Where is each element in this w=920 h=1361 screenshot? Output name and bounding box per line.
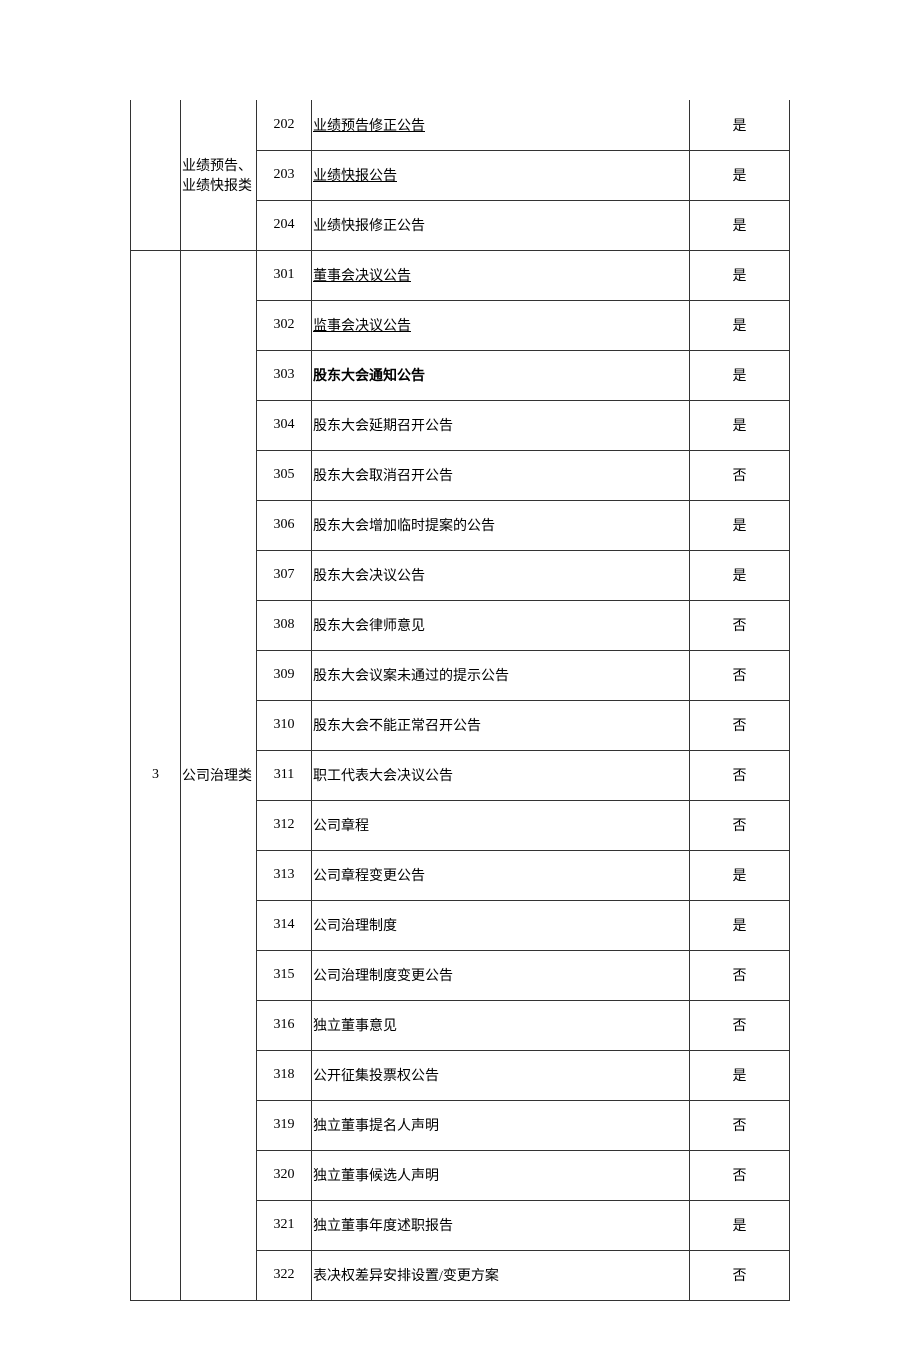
name-cell: 股东大会取消召开公告 — [312, 450, 690, 500]
name-cell: 独立董事提名人声明 — [312, 1100, 690, 1150]
table-row: 业绩预告、业绩快报类202业绩预告修正公告是 — [131, 100, 790, 150]
name-cell: 独立董事意见 — [312, 1000, 690, 1050]
category-number — [131, 100, 181, 250]
code-cell: 311 — [257, 750, 312, 800]
flag-cell: 否 — [690, 1000, 790, 1050]
name-cell: 股东大会不能正常召开公告 — [312, 700, 690, 750]
code-cell: 204 — [257, 200, 312, 250]
flag-cell: 是 — [690, 500, 790, 550]
announcement-table: 业绩预告、业绩快报类202业绩预告修正公告是203业绩快报公告是204业绩快报修… — [130, 100, 790, 1301]
flag-cell: 是 — [690, 900, 790, 950]
code-cell: 308 — [257, 600, 312, 650]
flag-cell: 是 — [690, 150, 790, 200]
flag-cell: 否 — [690, 700, 790, 750]
name-cell: 股东大会议案未通过的提示公告 — [312, 650, 690, 700]
code-cell: 301 — [257, 250, 312, 300]
flag-cell: 否 — [690, 1250, 790, 1300]
flag-cell: 是 — [690, 400, 790, 450]
code-cell: 203 — [257, 150, 312, 200]
code-cell: 321 — [257, 1200, 312, 1250]
name-cell: 股东大会决议公告 — [312, 550, 690, 600]
name-cell: 股东大会通知公告 — [312, 350, 690, 400]
flag-cell: 否 — [690, 1100, 790, 1150]
name-cell: 公司治理制度 — [312, 900, 690, 950]
flag-cell: 否 — [690, 950, 790, 1000]
name-cell: 公司章程 — [312, 800, 690, 850]
code-cell: 316 — [257, 1000, 312, 1050]
code-cell: 310 — [257, 700, 312, 750]
flag-cell: 否 — [690, 600, 790, 650]
code-cell: 313 — [257, 850, 312, 900]
name-cell: 监事会决议公告 — [312, 300, 690, 350]
code-cell: 304 — [257, 400, 312, 450]
code-cell: 322 — [257, 1250, 312, 1300]
flag-cell: 是 — [690, 100, 790, 150]
flag-cell: 是 — [690, 850, 790, 900]
flag-cell: 否 — [690, 450, 790, 500]
flag-cell: 否 — [690, 800, 790, 850]
name-cell: 股东大会延期召开公告 — [312, 400, 690, 450]
flag-cell: 是 — [690, 1050, 790, 1100]
flag-cell: 是 — [690, 300, 790, 350]
name-cell: 股东大会增加临时提案的公告 — [312, 500, 690, 550]
code-cell: 319 — [257, 1100, 312, 1150]
name-cell: 独立董事候选人声明 — [312, 1150, 690, 1200]
name-cell: 业绩快报修正公告 — [312, 200, 690, 250]
name-cell: 公司章程变更公告 — [312, 850, 690, 900]
name-cell: 业绩预告修正公告 — [312, 100, 690, 150]
flag-cell: 否 — [690, 1150, 790, 1200]
name-cell: 表决权差异安排设置/变更方案 — [312, 1250, 690, 1300]
flag-cell: 是 — [690, 1200, 790, 1250]
code-cell: 202 — [257, 100, 312, 150]
name-cell: 股东大会律师意见 — [312, 600, 690, 650]
code-cell: 315 — [257, 950, 312, 1000]
code-cell: 312 — [257, 800, 312, 850]
name-cell: 公开征集投票权公告 — [312, 1050, 690, 1100]
name-cell: 独立董事年度述职报告 — [312, 1200, 690, 1250]
flag-cell: 是 — [690, 350, 790, 400]
code-cell: 306 — [257, 500, 312, 550]
category-name: 公司治理类 — [181, 250, 257, 1300]
code-cell: 314 — [257, 900, 312, 950]
name-cell: 业绩快报公告 — [312, 150, 690, 200]
flag-cell: 否 — [690, 750, 790, 800]
flag-cell: 是 — [690, 200, 790, 250]
category-name: 业绩预告、业绩快报类 — [181, 100, 257, 250]
code-cell: 302 — [257, 300, 312, 350]
flag-cell: 是 — [690, 250, 790, 300]
category-number: 3 — [131, 250, 181, 1300]
name-cell: 董事会决议公告 — [312, 250, 690, 300]
name-cell: 职工代表大会决议公告 — [312, 750, 690, 800]
flag-cell: 否 — [690, 650, 790, 700]
code-cell: 303 — [257, 350, 312, 400]
name-cell: 公司治理制度变更公告 — [312, 950, 690, 1000]
code-cell: 309 — [257, 650, 312, 700]
table-row: 3公司治理类301董事会决议公告是 — [131, 250, 790, 300]
code-cell: 305 — [257, 450, 312, 500]
flag-cell: 是 — [690, 550, 790, 600]
code-cell: 307 — [257, 550, 312, 600]
code-cell: 320 — [257, 1150, 312, 1200]
code-cell: 318 — [257, 1050, 312, 1100]
